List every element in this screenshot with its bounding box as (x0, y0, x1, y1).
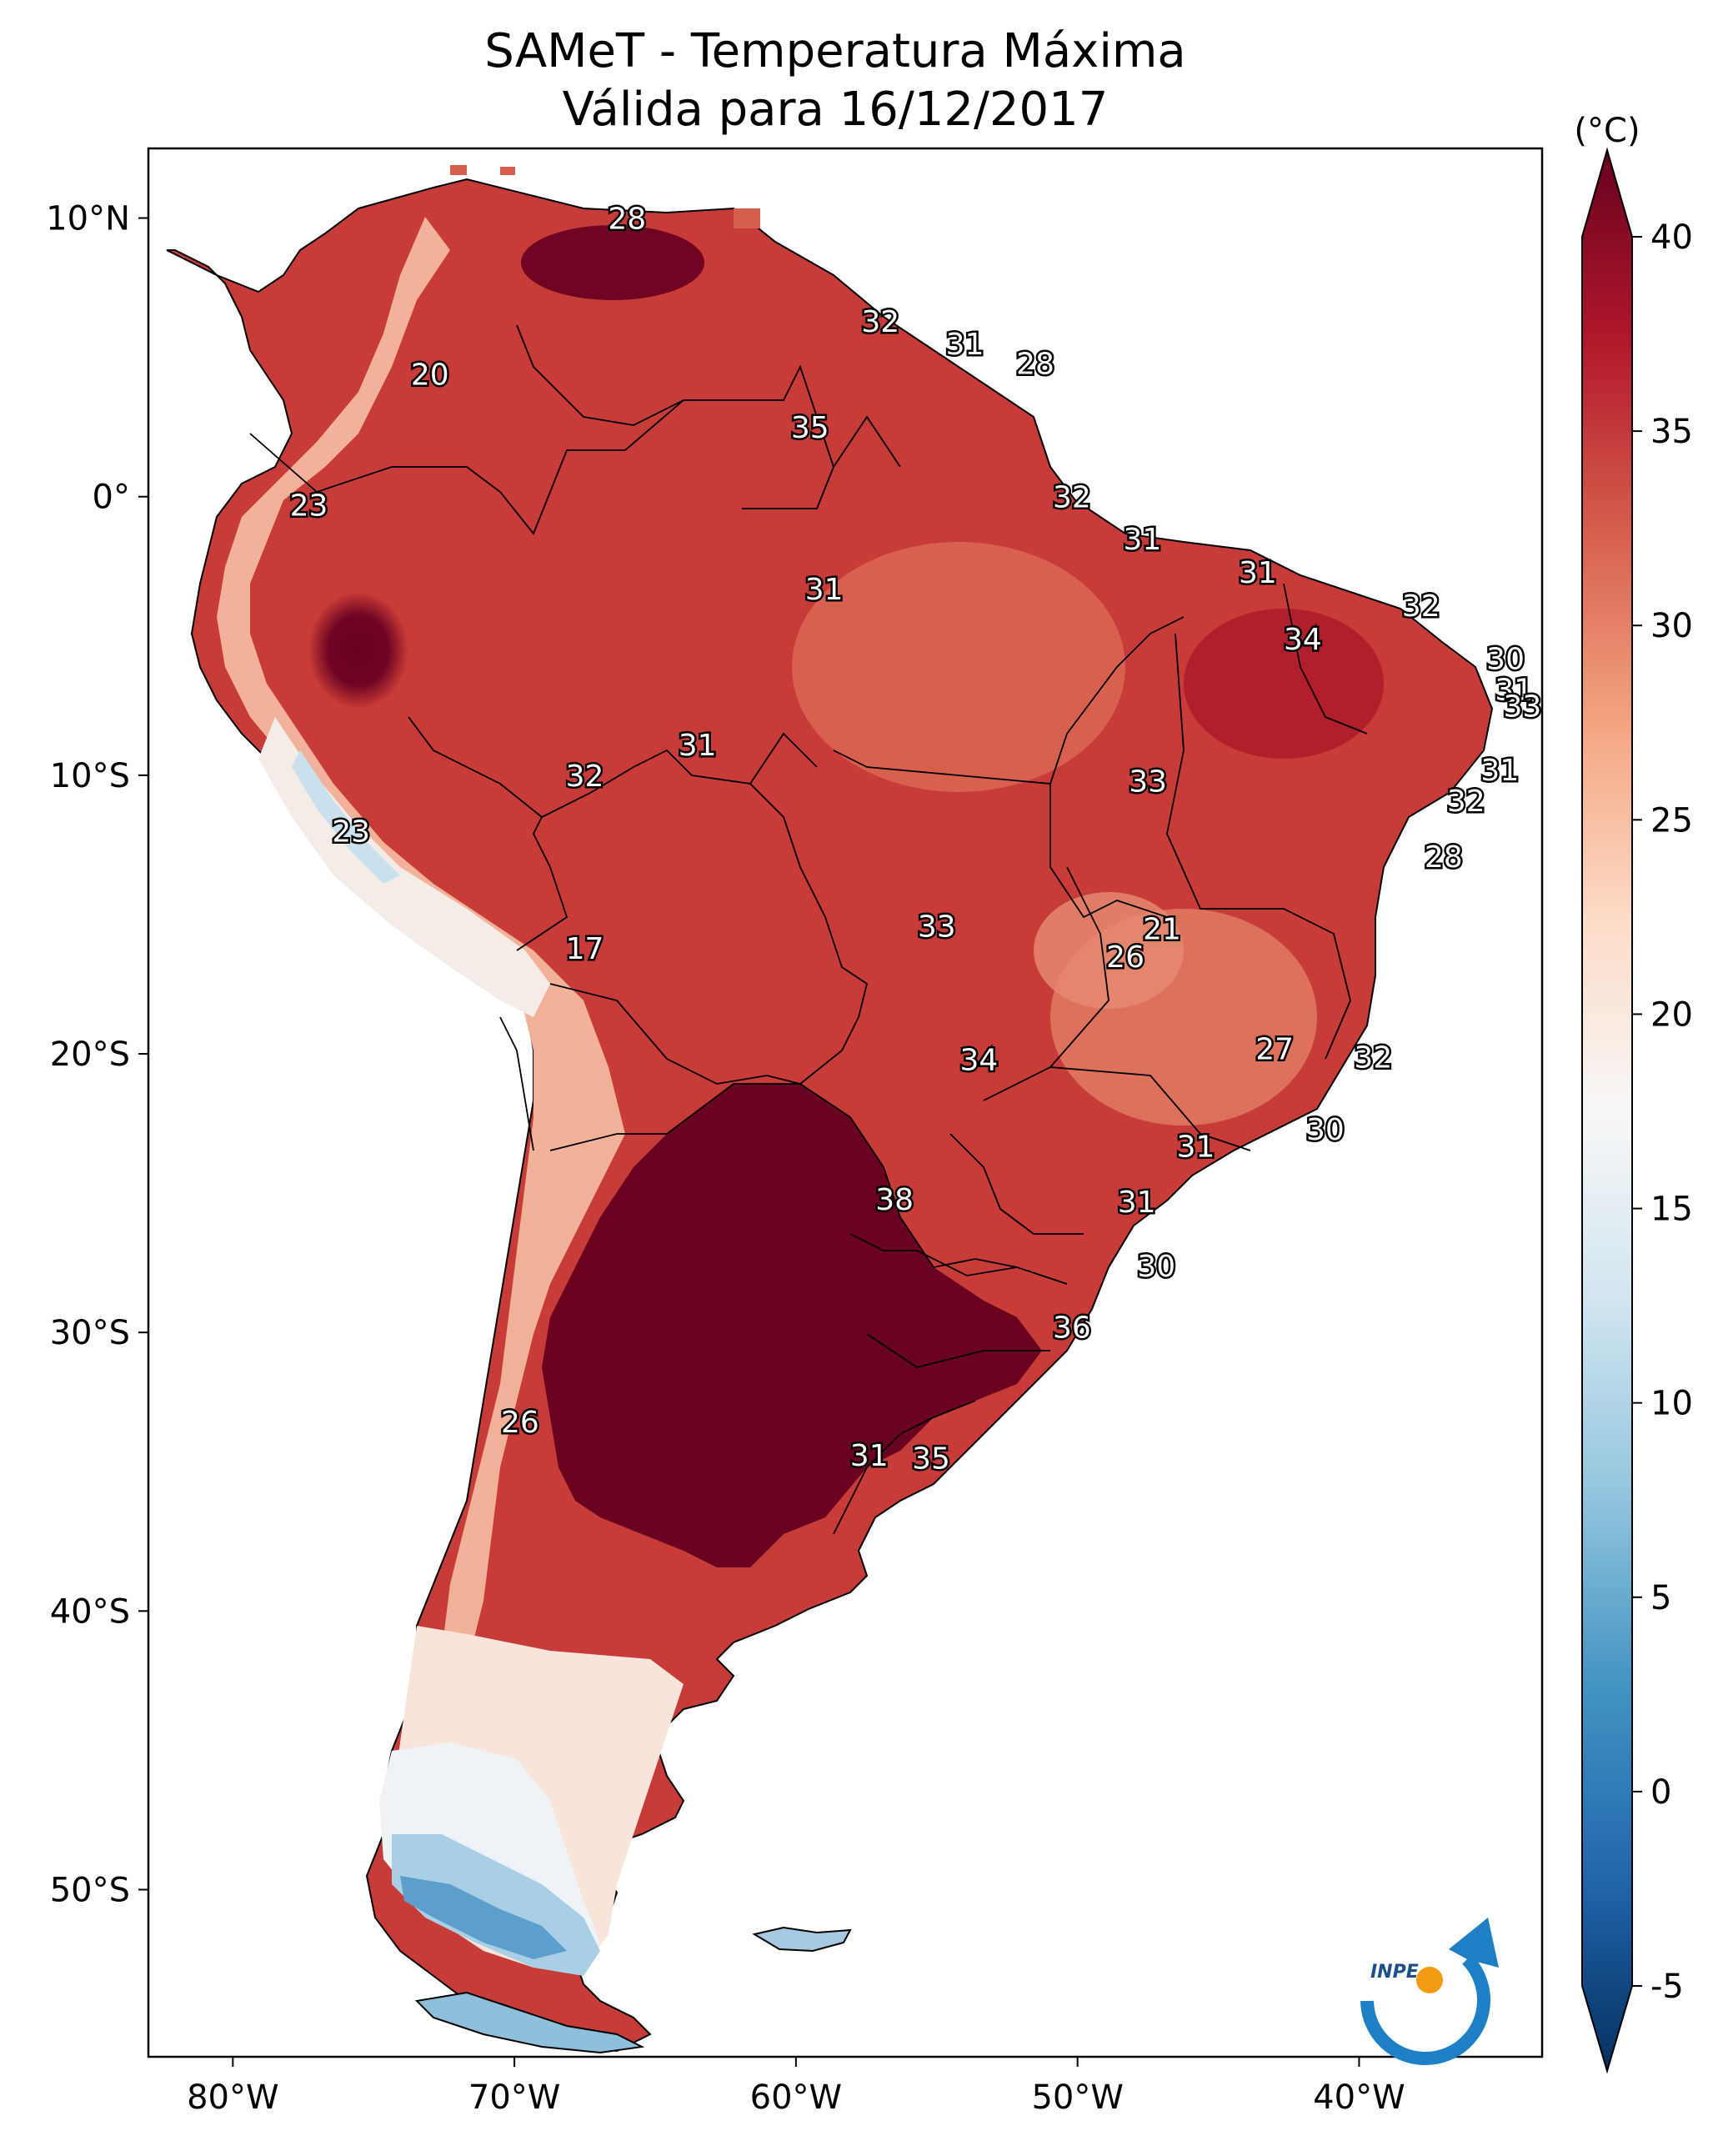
hot-spot-venezuela (521, 225, 704, 300)
temperature-label: 31 (679, 729, 717, 763)
temperature-label: 32 (1402, 589, 1440, 624)
temperature-label: 30 (1306, 1113, 1345, 1147)
map-title-line2: Válida para 16/12/2017 (563, 83, 1109, 137)
temperature-label: 23 (332, 815, 370, 850)
temperature-label: 31 (1239, 556, 1277, 590)
y-tick-label: 20°S (50, 1035, 130, 1074)
colorbar-tick-label: 40 (1650, 218, 1693, 257)
x-tick-label: 60°W (750, 2078, 842, 2117)
colorbar-tick-label: 0 (1650, 1773, 1671, 1812)
x-tick-label: 80°W (187, 2078, 278, 2117)
patagonia-blue (400, 1876, 567, 1959)
colorbar-tick-label: -5 (1650, 1968, 1684, 2006)
logo-orange-dot (1416, 1967, 1443, 1993)
temperature-label: 33 (918, 910, 956, 944)
hot-spot-amazon (308, 592, 408, 709)
y-tick-label: 50°S (50, 1872, 130, 1910)
colorbar (1581, 147, 1633, 2074)
logo-arrow-icon (1449, 1918, 1499, 1968)
temperature-label: 33 (1503, 689, 1541, 724)
mild-zone-goias (1034, 892, 1184, 1009)
tierra-del-fuego (414, 1991, 645, 2054)
andes-blue-patch-peru (292, 750, 400, 884)
temperature-label: 31 (1480, 754, 1519, 788)
caribbean-island (734, 208, 760, 228)
temperature-label: 32 (1354, 1040, 1392, 1075)
temperature-label: 33 (1129, 765, 1167, 800)
logo-text: INPE (1370, 1962, 1419, 1983)
inpe-logo: INPE (1360, 1918, 1499, 2065)
ne-hot-area (1184, 609, 1384, 759)
temperature-label: 27 (1255, 1032, 1294, 1066)
temperature-label: 31 (1495, 673, 1533, 707)
andes-white-strip (258, 717, 550, 1017)
temperature-label: 20 (411, 358, 449, 393)
x-tick-label: 40°W (1313, 2078, 1405, 2117)
colorbar-tick-label: 20 (1650, 995, 1693, 1034)
temperature-label: 26 (501, 1406, 539, 1440)
temperature-label: 31 (946, 328, 984, 362)
temperature-label: 28 (608, 203, 646, 237)
temperature-label: 32 (1053, 481, 1091, 515)
temperature-label: 34 (1284, 623, 1322, 657)
temperature-label: 23 (290, 489, 328, 524)
caribbean-island (450, 165, 467, 175)
colorbar-tick-label: 5 (1650, 1579, 1671, 1617)
colorbar-ticks: 40 35 30 25 20 15 10 5 0 -5 (1632, 218, 1693, 2006)
colorbar-tick-label: 10 (1650, 1385, 1693, 1423)
temperature-label: 32 (1447, 785, 1485, 819)
latitude-axis: 10°N 0° 10°S 20°S 30°S 40°S 50°S (46, 200, 148, 1910)
temperature-label: 32 (861, 305, 899, 339)
temperature-label: 38 (875, 1183, 914, 1217)
temperature-label: 31 (850, 1439, 889, 1473)
caribbean-island (500, 167, 515, 175)
colorbar-tick-label: 30 (1650, 607, 1693, 645)
temperature-label: 28 (1425, 840, 1463, 875)
temperature-label: 21 (1143, 913, 1181, 947)
y-tick-label: 40°S (50, 1592, 130, 1631)
y-tick-label: 10°N (46, 200, 130, 238)
temperature-label: 34 (960, 1044, 999, 1078)
temperature-label: 31 (1177, 1130, 1215, 1164)
colorbar-tick-label: 15 (1650, 1191, 1693, 1229)
mild-zone-central-brazil (792, 542, 1125, 792)
temperature-label: 31 (805, 573, 844, 607)
y-tick-label: 10°S (50, 757, 130, 795)
temperature-label: 30 (1137, 1250, 1175, 1284)
map-title-line1: SAMeT - Temperatura Máxima (484, 24, 1186, 78)
temperature-label: 30 (1486, 643, 1525, 677)
temperature-label: 31 (1118, 1186, 1156, 1220)
temperature-label: 32 (566, 760, 604, 794)
temperature-label: 26 (1106, 940, 1144, 975)
longitude-axis: 80°W 70°W 60°W 50°W 40°W (187, 2057, 1405, 2117)
temperature-label: 28 (1016, 347, 1054, 381)
hot-core-region (542, 1084, 1042, 1567)
temperature-label: 31 (1123, 523, 1161, 557)
colorbar-tick-label: 35 (1650, 413, 1693, 451)
x-tick-label: 70°W (468, 2078, 560, 2117)
country-boundaries (249, 324, 1368, 1535)
colorbar-tick-label: 25 (1650, 801, 1693, 840)
map-frame (147, 147, 1544, 2058)
colorbar-unit-label: (°C) (1574, 112, 1640, 150)
falkland-islands (752, 1926, 852, 1953)
temperature-label: 35 (912, 1442, 950, 1477)
temperature-label: 17 (566, 932, 604, 966)
temperature-label: 35 (791, 411, 829, 445)
temperature-label: 36 (1053, 1311, 1091, 1345)
y-tick-label: 30°S (50, 1314, 130, 1352)
logo-arc (1360, 1954, 1490, 2065)
andes-cool-strip (217, 217, 625, 1701)
y-tick-label: 0° (93, 479, 130, 517)
x-tick-label: 50°W (1031, 2078, 1123, 2117)
